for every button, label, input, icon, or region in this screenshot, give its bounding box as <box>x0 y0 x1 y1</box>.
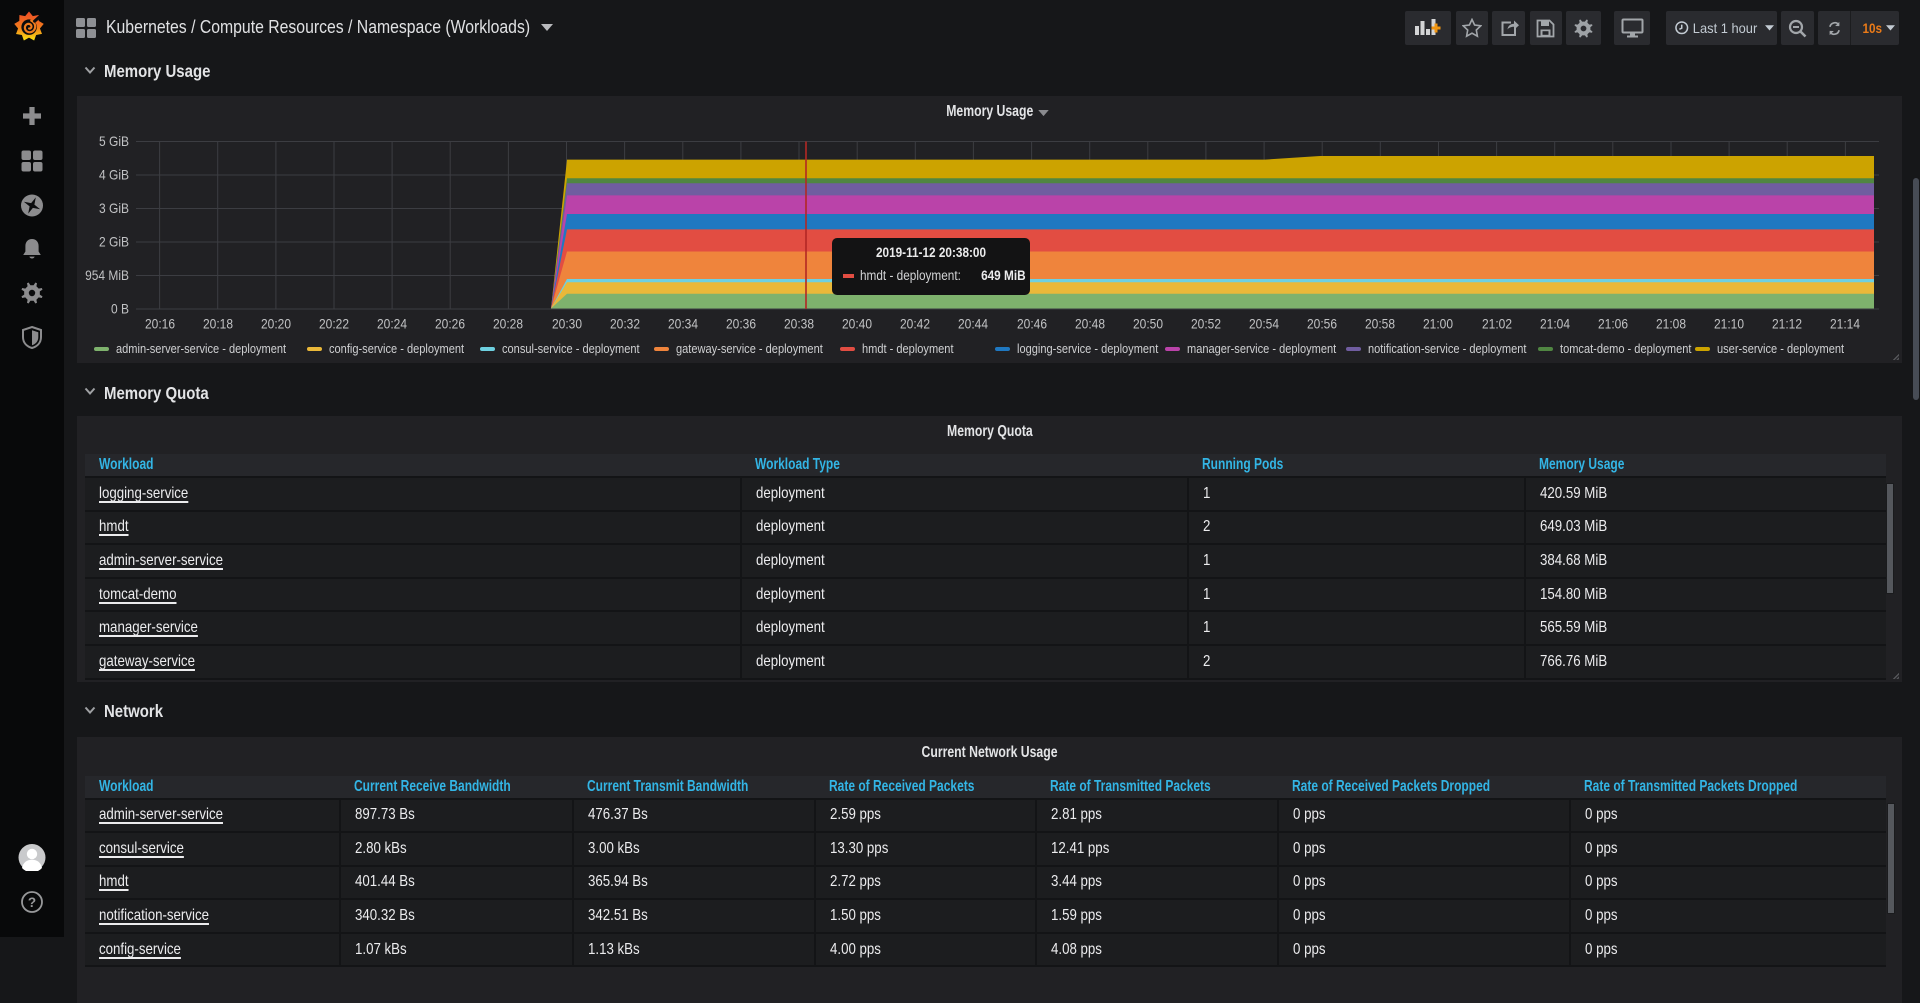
svg-text:21:02: 21:02 <box>1482 317 1512 332</box>
svg-text:?: ? <box>28 895 36 910</box>
svg-text:20:56: 20:56 <box>1307 317 1337 332</box>
svg-text:20:16: 20:16 <box>145 317 175 332</box>
svg-text:21:08: 21:08 <box>1656 317 1686 332</box>
svg-text:20:38: 20:38 <box>784 317 814 332</box>
svg-text:5 GiB: 5 GiB <box>99 134 129 149</box>
svg-text:20:18: 20:18 <box>203 317 233 332</box>
svg-text:20:58: 20:58 <box>1365 317 1395 332</box>
svg-text:20:36: 20:36 <box>726 317 756 332</box>
svg-text:20:44: 20:44 <box>958 317 988 332</box>
svg-text:21:14: 21:14 <box>1830 317 1860 332</box>
svg-text:20:32: 20:32 <box>610 317 640 332</box>
svg-text:21:06: 21:06 <box>1598 317 1628 332</box>
svg-text:20:42: 20:42 <box>900 317 930 332</box>
svg-text:20:40: 20:40 <box>842 317 872 332</box>
svg-text:0 B: 0 B <box>111 302 129 317</box>
svg-text:20:20: 20:20 <box>261 317 291 332</box>
svg-text:20:48: 20:48 <box>1075 317 1105 332</box>
svg-text:20:30: 20:30 <box>552 317 582 332</box>
svg-text:20:46: 20:46 <box>1017 317 1047 332</box>
svg-text:21:00: 21:00 <box>1423 317 1453 332</box>
svg-text:954 MiB: 954 MiB <box>85 268 129 283</box>
svg-text:20:26: 20:26 <box>435 317 465 332</box>
svg-text:3 GiB: 3 GiB <box>99 201 129 216</box>
svg-text:21:10: 21:10 <box>1714 317 1744 332</box>
svg-text:20:22: 20:22 <box>319 317 349 332</box>
svg-text:20:54: 20:54 <box>1249 317 1279 332</box>
svg-text:20:50: 20:50 <box>1133 317 1163 332</box>
svg-text:20:34: 20:34 <box>668 317 698 332</box>
svg-text:21:12: 21:12 <box>1772 317 1802 332</box>
svg-text:20:52: 20:52 <box>1191 317 1221 332</box>
svg-text:21:04: 21:04 <box>1540 317 1570 332</box>
svg-text:2 GiB: 2 GiB <box>99 235 129 250</box>
svg-text:20:28: 20:28 <box>493 317 523 332</box>
svg-text:20:24: 20:24 <box>377 317 407 332</box>
svg-text:4 GiB: 4 GiB <box>99 168 129 183</box>
